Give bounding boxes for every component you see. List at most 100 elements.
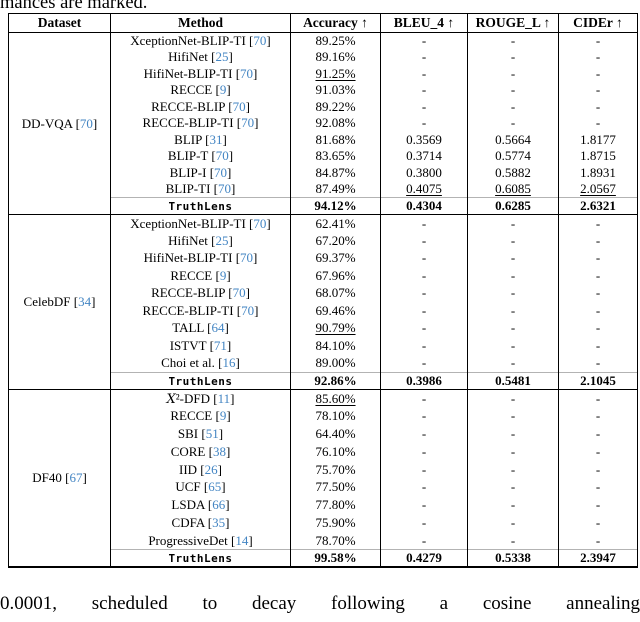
method-cell: TruthLens — [110, 549, 291, 568]
metric-cell: 0.6285 — [467, 197, 559, 215]
citation-link[interactable]: 70 — [232, 285, 246, 301]
method-cell: HifiNet-BLIP-TI [70] — [110, 65, 291, 82]
results-table-container: Dataset Method Accuracy ↑ BLEU_4 ↑ ROUGE_L ↑… — [8, 13, 638, 569]
citation-link[interactable]: 34 — [78, 294, 92, 309]
metric-cell: 78.70% — [290, 531, 381, 550]
metric-cell: - — [467, 460, 559, 479]
citation-link[interactable]: 26 — [204, 461, 218, 477]
method-cell: RECCE-BLIP-TI [70] — [110, 115, 291, 132]
method-label: TruthLens — [168, 200, 233, 213]
method-cell: TruthLens — [110, 371, 291, 390]
citation-link[interactable]: 9 — [219, 408, 227, 424]
citation-link[interactable]: 38 — [212, 443, 226, 459]
caption-text-clipped: mances are marked. — [0, 0, 148, 13]
citation-link[interactable]: 16 — [222, 355, 236, 370]
metric-cell: - — [558, 442, 638, 461]
metric-cell: - — [467, 249, 559, 267]
metric-cell: - — [467, 284, 559, 302]
citation-link[interactable]: 70 — [241, 302, 255, 318]
method-label: XceptionNet-BLIP-TI — [130, 33, 246, 48]
method-label: X²-DFD — [166, 390, 211, 407]
citation-link[interactable]: 70 — [232, 98, 246, 114]
method-cell: IID [26] — [110, 460, 291, 479]
citation-link[interactable]: 70 — [241, 115, 255, 131]
metric-cell: - — [558, 531, 638, 550]
metric-cell: 2.6321 — [558, 197, 638, 215]
citation-link[interactable]: 66 — [212, 497, 226, 513]
citation-link[interactable]: 25 — [215, 49, 229, 65]
metric-cell: - — [558, 354, 638, 372]
metric-cell: 0.5481 — [467, 371, 559, 390]
metric-cell: 1.8715 — [558, 148, 638, 165]
metric-cell: 69.37% — [290, 249, 381, 267]
citation-link[interactable]: 70 — [253, 33, 267, 48]
dataset-group: DD-VQA [70] XceptionNet-BLIP-TI [70] 89.25… — [8, 32, 638, 215]
method-label: BLIP-I — [169, 164, 207, 180]
method-label: HifiNet-BLIP-TI — [143, 250, 233, 266]
citation-link[interactable]: 70 — [253, 215, 267, 231]
table-row: RECCE-BLIP [70] 89.22% - - - — [9, 98, 638, 115]
citation-link[interactable]: 70 — [215, 148, 229, 164]
metric-cell: 0.5664 — [467, 131, 559, 148]
metric-cell: - — [380, 284, 468, 302]
metric-cell: - — [467, 65, 559, 82]
citation-link[interactable]: 70 — [214, 164, 228, 180]
method-cell: TruthLens — [110, 197, 291, 215]
citation-link[interactable]: 67 — [69, 470, 83, 486]
citation-link[interactable]: 65 — [208, 479, 222, 495]
metric-cell: - — [380, 82, 468, 99]
metric-cell: 0.5882 — [467, 164, 559, 181]
citation-link[interactable]: 70 — [240, 250, 254, 266]
citation-link[interactable]: 35 — [212, 514, 226, 530]
metric-cell: 92.86% — [290, 371, 381, 390]
metric-cell: - — [467, 232, 559, 250]
metric-cell: 89.25% — [290, 32, 381, 49]
column-header: Dataset — [8, 13, 111, 33]
citation-link[interactable]: 70 — [79, 115, 93, 131]
method-label: RECCE-BLIP-TI — [142, 302, 234, 318]
method-cell: Choi et al. [16] — [110, 354, 291, 372]
citation-link[interactable]: 51 — [205, 425, 219, 441]
citation-link[interactable]: 31 — [209, 131, 223, 147]
method-label: CORE — [170, 443, 206, 459]
metric-cell: 0.4075 — [380, 181, 468, 198]
method-cell: CDFA [35] — [110, 514, 291, 532]
metric-cell: - — [558, 496, 638, 515]
table-row: ISTVT [71] 84.10% - - - — [9, 337, 638, 355]
citation-link[interactable]: 9 — [219, 267, 227, 283]
citation-link[interactable]: 71 — [213, 337, 227, 353]
citation-link[interactable]: 70 — [218, 181, 232, 196]
citation-link[interactable]: 14 — [235, 532, 249, 548]
column-header: BLEU_4 ↑ — [380, 13, 468, 33]
method-cell: XceptionNet-BLIP-TI [70] — [110, 214, 291, 232]
metric-cell: 2.1045 — [558, 371, 638, 390]
table-row: CelebDF [34] XceptionNet-BLIP-TI [70] 62.4… — [8, 214, 638, 390]
citation-link[interactable]: 11 — [217, 390, 231, 406]
metric-cell: - — [467, 514, 559, 532]
method-cell: UCF [65] — [110, 478, 291, 497]
metric-cell: - — [558, 214, 638, 232]
table-row: HifiNet-BLIP-TI [70] 91.25% - - - — [9, 65, 638, 82]
citation-link[interactable]: 25 — [215, 232, 229, 248]
metric-cell: - — [558, 407, 638, 426]
method-label: DD-VQA — [21, 115, 73, 131]
metric-cell: 0.5338 — [467, 549, 559, 568]
metric-cell: 89.00% — [290, 354, 381, 372]
citation-link[interactable]: 9 — [219, 82, 227, 98]
metric-cell: 1.8177 — [558, 131, 638, 148]
table-row: DF40 [67] X²-DFD [11] 85.60% - - - — [8, 389, 638, 568]
method-label: UCF — [175, 479, 201, 495]
citation-link[interactable]: 64 — [211, 320, 225, 336]
method-label: DF40 — [32, 470, 62, 486]
metric-cell: - — [558, 65, 638, 82]
metric-cell: - — [380, 531, 468, 550]
table-row: CDFA [35] 75.90% - - - — [9, 514, 638, 532]
metric-cell: - — [467, 425, 559, 443]
citation-link[interactable]: 70 — [240, 65, 254, 81]
metric-cell: - — [467, 389, 559, 408]
metric-cell: 87.49% — [290, 181, 381, 198]
table-row: BLIP [31] 81.68% 0.3569 0.5664 1.8177 — [9, 131, 638, 148]
metric-cell: - — [558, 460, 638, 479]
metric-cell: 0.3800 — [380, 164, 468, 181]
